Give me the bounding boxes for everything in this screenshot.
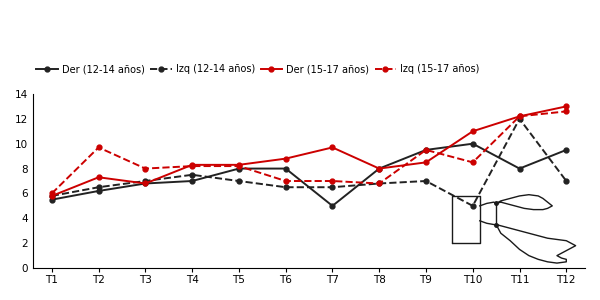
Izq (12-14 años) [95, 185, 102, 189]
Der (15-17 años) [516, 115, 523, 118]
Line: Izq (15-17 años): Izq (15-17 años) [49, 109, 569, 196]
Izq (15-17 años) [188, 164, 196, 168]
Izq (12-14 años) [188, 173, 196, 177]
Izq (12-14 años) [422, 179, 430, 183]
Izq (15-17 años) [48, 192, 55, 195]
Der (12-14 años) [376, 167, 383, 170]
Der (12-14 años) [142, 182, 149, 185]
Der (12-14 años) [469, 142, 476, 146]
Line: Der (12-14 años): Der (12-14 años) [49, 141, 569, 208]
Der (15-17 años) [469, 130, 476, 133]
Der (12-14 años) [95, 189, 102, 193]
Izq (15-17 años) [516, 115, 523, 118]
Izq (15-17 años) [469, 160, 476, 164]
Der (15-17 años) [563, 105, 570, 108]
Izq (15-17 años) [235, 164, 242, 168]
Izq (12-14 años) [329, 185, 336, 189]
Der (12-14 años) [188, 179, 196, 183]
Izq (12-14 años) [142, 179, 149, 183]
Der (15-17 años) [95, 176, 102, 179]
Der (12-14 años) [329, 204, 336, 208]
Der (15-17 años) [282, 157, 289, 160]
Izq (15-17 años) [329, 179, 336, 183]
Der (15-17 años) [142, 182, 149, 185]
Der (12-14 años) [48, 198, 55, 202]
Izq (12-14 años) [563, 179, 570, 183]
Izq (12-14 años) [48, 194, 55, 198]
Der (12-14 años) [563, 148, 570, 152]
Izq (12-14 años) [282, 185, 289, 189]
Izq (15-17 años) [95, 146, 102, 149]
Izq (15-17 años) [376, 182, 383, 185]
Der (15-17 años) [188, 163, 196, 166]
Izq (15-17 años) [142, 167, 149, 170]
Line: Izq (12-14 años): Izq (12-14 años) [49, 116, 569, 208]
Line: Der (15-17 años): Der (15-17 años) [49, 104, 569, 198]
Der (15-17 años) [48, 194, 55, 198]
Izq (12-14 años) [376, 182, 383, 185]
Izq (12-14 años) [516, 117, 523, 121]
Legend: Der (12-14 años), Izq (12-14 años), Der (15-17 años), Izq (15-17 años): Der (12-14 años), Izq (12-14 años), Der … [32, 61, 484, 78]
Izq (12-14 años) [469, 204, 476, 208]
Izq (15-17 años) [563, 110, 570, 113]
Der (15-17 años) [376, 167, 383, 170]
Izq (15-17 años) [282, 179, 289, 183]
Der (15-17 años) [235, 163, 242, 166]
Der (12-14 años) [235, 167, 242, 170]
Izq (15-17 años) [422, 148, 430, 152]
Der (12-14 años) [516, 167, 523, 170]
Der (15-17 años) [329, 146, 336, 149]
Der (12-14 años) [282, 167, 289, 170]
Der (15-17 años) [422, 160, 430, 164]
Izq (12-14 años) [235, 179, 242, 183]
Der (12-14 años) [422, 148, 430, 152]
